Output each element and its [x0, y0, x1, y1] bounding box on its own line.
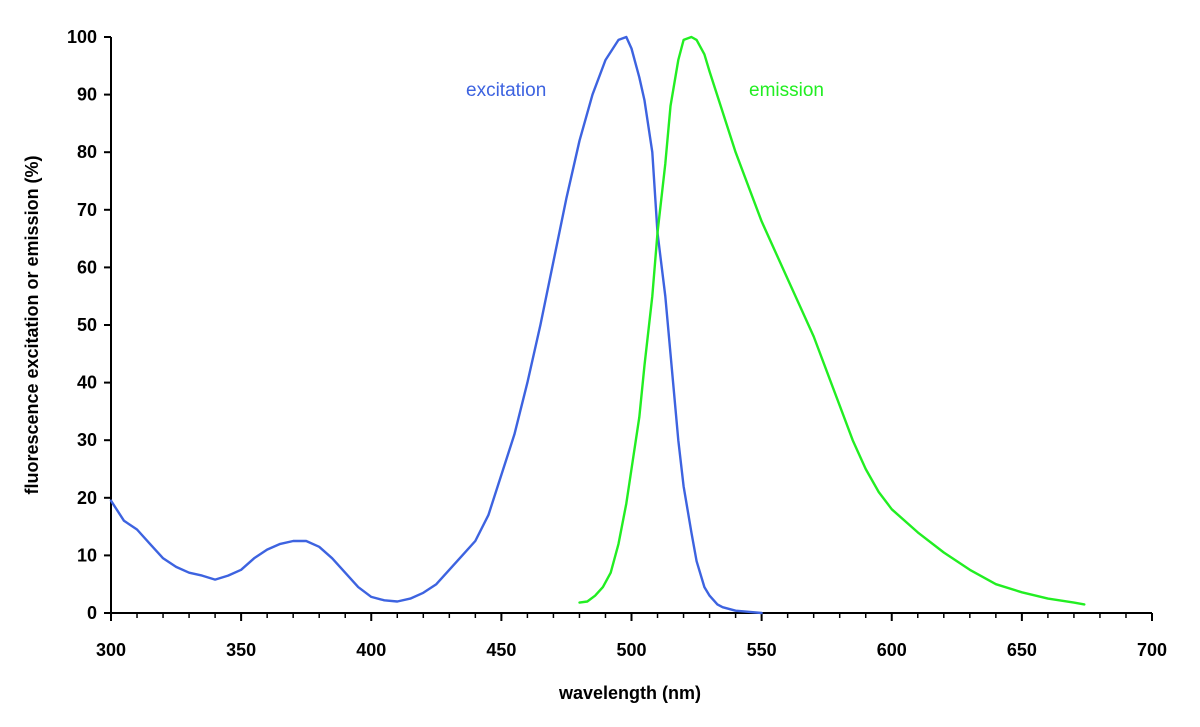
y-tick-label: 90 [77, 85, 97, 105]
y-tick-label: 50 [77, 315, 97, 335]
y-tick-label: 100 [67, 27, 97, 47]
y-tick-label: 30 [77, 430, 97, 450]
x-tick-label: 300 [96, 640, 126, 660]
y-tick-label: 10 [77, 545, 97, 565]
x-tick-label: 350 [226, 640, 256, 660]
y-tick-label: 40 [77, 373, 97, 393]
excitation-line [109, 35, 763, 615]
emission-line [578, 35, 1086, 606]
axes [110, 37, 1152, 614]
x-tick-label: 650 [1007, 640, 1037, 660]
y-tick-label: 80 [77, 142, 97, 162]
y-tick-label: 70 [77, 200, 97, 220]
x-tick-label: 700 [1137, 640, 1167, 660]
x-tick-label: 500 [616, 640, 646, 660]
x-axis-title: wavelength (nm) [558, 683, 701, 703]
x-tick-label: 600 [877, 640, 907, 660]
x-tick-label: 400 [356, 640, 386, 660]
excitation-label: excitation [466, 80, 546, 101]
ticks: 0 10 20 30 40 50 60 70 80 90 100 300 350 400 450 500 550… [67, 27, 1167, 660]
emission-label: emission [749, 80, 824, 101]
y-axis-title: fluorescence excitation or emission (%) [22, 155, 42, 494]
series [109, 35, 1086, 615]
y-tick-label: 20 [77, 488, 97, 508]
y-tick-label: 60 [77, 257, 97, 277]
x-tick-label: 550 [747, 640, 777, 660]
y-tick-label: 0 [87, 603, 97, 623]
x-tick-label: 450 [486, 640, 516, 660]
